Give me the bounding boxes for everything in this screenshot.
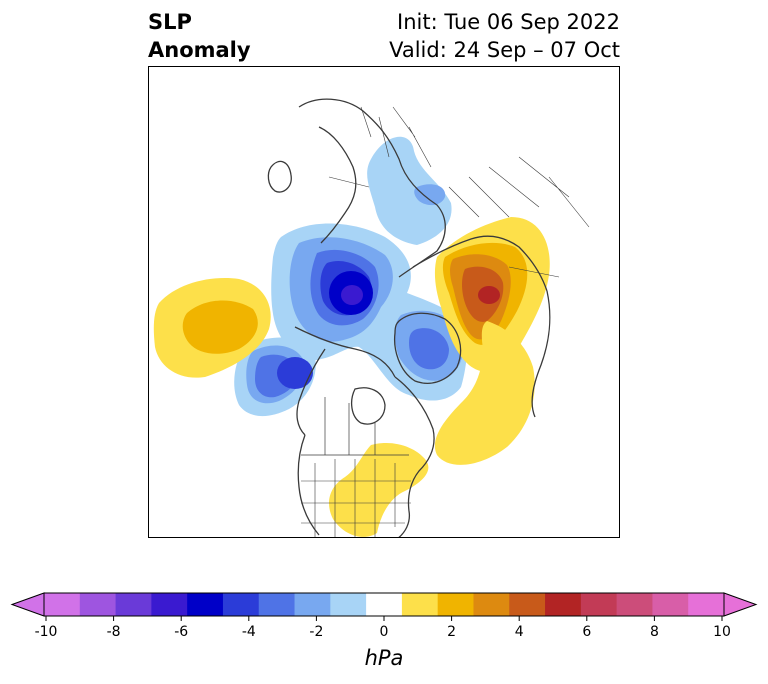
arctic-canada-coastline	[294, 326, 396, 378]
canada-provinces	[324, 397, 376, 455]
siberia-coastline	[412, 235, 548, 292]
colorbar-segment	[44, 593, 81, 616]
colorbar-tick-label: 0	[380, 624, 389, 640]
anomaly-siberia-positive-core	[478, 286, 500, 304]
colorbar-segment	[652, 593, 689, 616]
colorbar-segment	[437, 593, 474, 616]
colorbar-tick-label: 8	[650, 624, 659, 640]
us-states	[301, 459, 411, 537]
colorbar-tick-label: 6	[582, 624, 591, 640]
colorbar-segment	[616, 593, 653, 616]
colorbar-segment	[473, 593, 510, 616]
europe-borders	[328, 106, 432, 188]
colorbar-segment	[580, 593, 618, 616]
colorbar-extend-high	[723, 592, 758, 617]
hudson-bay-coastline	[350, 387, 386, 425]
map-title-left: SLP Anomaly	[148, 8, 251, 64]
title-line-slp: SLP	[148, 10, 192, 34]
colorbar-tick-label: -10	[35, 624, 58, 640]
anomaly-europe-negative-core	[414, 184, 446, 206]
colorbar-extend-low	[10, 592, 45, 617]
colorbar-segment	[222, 593, 260, 616]
anomaly-europe-negative	[367, 136, 452, 245]
north-america-east-coast	[394, 376, 435, 537]
colorbar-segment	[294, 593, 331, 616]
colorbar-segment	[187, 593, 224, 616]
anomaly-pacific-positive-core	[182, 300, 258, 354]
colorbar-tick-label: 10	[713, 624, 731, 640]
colorbar-segment	[366, 593, 403, 616]
alaska-coastline	[296, 348, 326, 436]
coastlines	[267, 98, 590, 537]
colorbar-tick-label: -6	[174, 624, 188, 640]
map-panel	[148, 66, 620, 538]
colorbar-tick-label: -4	[242, 624, 256, 640]
colorbar-unit-label: hPa	[364, 646, 404, 670]
anomaly-positive-shading	[153, 217, 550, 537]
colorbar-tick-label: 4	[515, 624, 524, 640]
east-asia-coastline	[531, 290, 551, 418]
colorbar-ticks: -10 -8 -6 -4 -2 0 2 4 6 8 10	[35, 616, 731, 640]
scandinavia-coastline	[318, 126, 357, 244]
anomaly-shading	[234, 136, 468, 417]
anomaly-arctic-negative-peak	[341, 285, 363, 305]
north-america-west-coast	[297, 434, 320, 536]
colorbar: -10 -8 -6 -4 -2 0 2 4 6 8 10	[10, 592, 758, 640]
colorbar-segment	[151, 593, 188, 616]
anomaly-alaska-negative-core	[277, 357, 313, 389]
anomaly-us-positive	[329, 442, 429, 537]
colorbar-tick-label: 2	[447, 624, 456, 640]
europe-coastline	[298, 98, 446, 278]
colorbar-segments	[10, 592, 758, 617]
uk-coastline	[267, 160, 292, 193]
greenland-coastline	[393, 312, 462, 384]
colorbar-segment	[115, 593, 152, 616]
init-date-label: Init: Tue 06 Sep 2022	[397, 10, 620, 34]
anomaly-greenland-negative-core	[409, 328, 449, 370]
colorbar-tick-label: -2	[309, 624, 323, 640]
map-title-right: Init: Tue 06 Sep 2022 Valid: 24 Sep – 07…	[389, 8, 620, 64]
title-line-anomaly: Anomaly	[148, 38, 251, 62]
anomaly-atlantic-positive	[434, 321, 535, 465]
map-canvas	[153, 98, 590, 537]
colorbar-segment	[688, 593, 725, 616]
colorbar-segment	[509, 593, 546, 616]
colorbar-segment	[258, 593, 296, 616]
colorbar-segment	[330, 593, 367, 616]
colorbar-segment	[79, 593, 117, 616]
colorbar-tick-label: -8	[107, 624, 121, 640]
colorbar-segment	[545, 593, 582, 616]
colorbar-segment	[401, 593, 439, 616]
asia-borders	[448, 156, 590, 278]
valid-range-label: Valid: 24 Sep – 07 Oct	[389, 38, 620, 62]
